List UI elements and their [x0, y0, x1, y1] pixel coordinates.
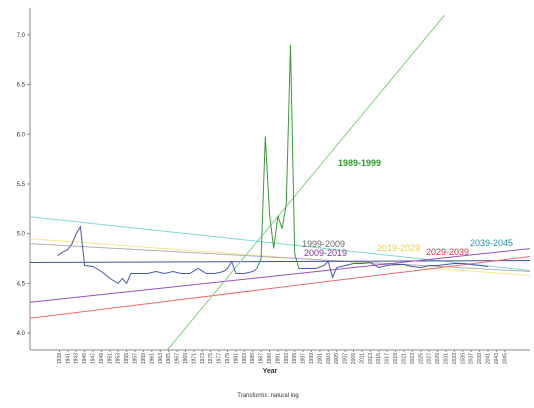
x-tick-label: 2029: [435, 353, 441, 364]
x-tick-label: 2009: [351, 353, 357, 364]
x-tick-label: 1943: [74, 353, 80, 364]
x-tick-label: 2045: [502, 353, 508, 364]
x-tick-label: 2019: [393, 353, 399, 364]
x-tick-label: 2007: [343, 353, 349, 364]
annotation: 2009-2019: [304, 248, 347, 258]
x-tick-label: 1965: [166, 353, 172, 364]
y-tick-label: 6.0: [17, 132, 26, 138]
x-tick-label: 1957: [133, 353, 139, 364]
x-tick-label: 1953: [116, 353, 122, 364]
x-tick-label: 1941: [65, 353, 71, 364]
x-tick-label: 1961: [149, 353, 155, 364]
x-tick-label: 1971: [191, 353, 197, 364]
y-tick-label: 5.0: [17, 232, 26, 238]
series-line: [30, 216, 530, 271]
x-tick-label: 1939: [57, 353, 63, 364]
x-tick-label: 2005: [334, 353, 340, 364]
y-tick-label: 5.5: [17, 182, 26, 188]
x-tick-label: 1985: [250, 353, 256, 364]
series-line: [298, 260, 489, 279]
annotation: 1989-1999: [338, 158, 381, 168]
series-line: [167, 14, 446, 350]
x-tick-label: 1993: [284, 353, 290, 364]
x-tick-label: 1995: [292, 353, 298, 364]
annotation: 2019-2029: [377, 243, 420, 253]
series-line: [30, 260, 530, 263]
x-tick-label: 2025: [418, 353, 424, 364]
x-tick-label: 2041: [485, 353, 491, 364]
x-tick-label: 1947: [91, 353, 97, 364]
x-tick-label: 2001: [317, 353, 323, 364]
series-line: [256, 44, 300, 269]
x-tick-label: 1997: [301, 353, 307, 364]
x-tick-label: 1999: [309, 353, 315, 364]
x-tick-label: 1979: [225, 353, 231, 364]
x-tick-label: 1973: [200, 353, 206, 364]
x-tick-label: 2035: [460, 353, 466, 364]
annotation: 1999-2009: [302, 239, 345, 249]
x-tick-label: 2037: [469, 353, 475, 364]
x-tick-label: 1951: [107, 353, 113, 364]
x-tick-label: 1977: [217, 353, 223, 364]
x-tick-label: 2031: [443, 353, 449, 364]
x-tick-label: 1981: [233, 353, 239, 364]
x-tick-label: 2013: [368, 353, 374, 364]
x-tick-label: 1959: [141, 353, 147, 364]
x-tick-label: 1955: [124, 353, 130, 364]
x-axis-title: Year: [263, 368, 278, 375]
series-line: [57, 225, 258, 285]
y-tick-label: 7.0: [17, 33, 26, 39]
x-tick-label: 2039: [477, 353, 483, 364]
x-tick-label: 1949: [99, 353, 105, 364]
y-tick-label: 4.5: [17, 281, 26, 287]
x-tick-label: 1991: [275, 353, 281, 364]
x-tick-label: 1987: [259, 353, 265, 364]
x-tick-label: 1945: [82, 353, 88, 364]
x-tick-label: 2003: [326, 353, 332, 364]
y-tick-label: 4.0: [17, 331, 26, 337]
annotation: 2029-2039: [426, 247, 469, 257]
x-tick-label: 2023: [410, 353, 416, 364]
footnote: Transforms: natural log: [237, 393, 298, 399]
x-tick-label: 2043: [494, 353, 500, 364]
x-tick-label: 1967: [175, 353, 181, 364]
y-tick-label: 6.5: [17, 83, 26, 89]
x-tick-label: 1963: [158, 353, 164, 364]
x-tick-label: 2015: [376, 353, 382, 364]
x-tick-label: 1983: [242, 353, 248, 364]
series-line: [30, 256, 530, 319]
series-line: [30, 248, 530, 303]
x-tick-label: 2027: [427, 353, 433, 364]
x-tick-label: 2033: [452, 353, 458, 364]
x-tick-label: 1975: [208, 353, 214, 364]
x-tick-label: 2021: [401, 353, 407, 364]
x-tick-label: 2017: [385, 353, 391, 364]
x-tick-label: 2011: [359, 353, 365, 364]
annotation: 2039-2045: [470, 238, 513, 248]
x-tick-label: 1969: [183, 353, 189, 364]
x-tick-label: 1989: [267, 353, 273, 364]
